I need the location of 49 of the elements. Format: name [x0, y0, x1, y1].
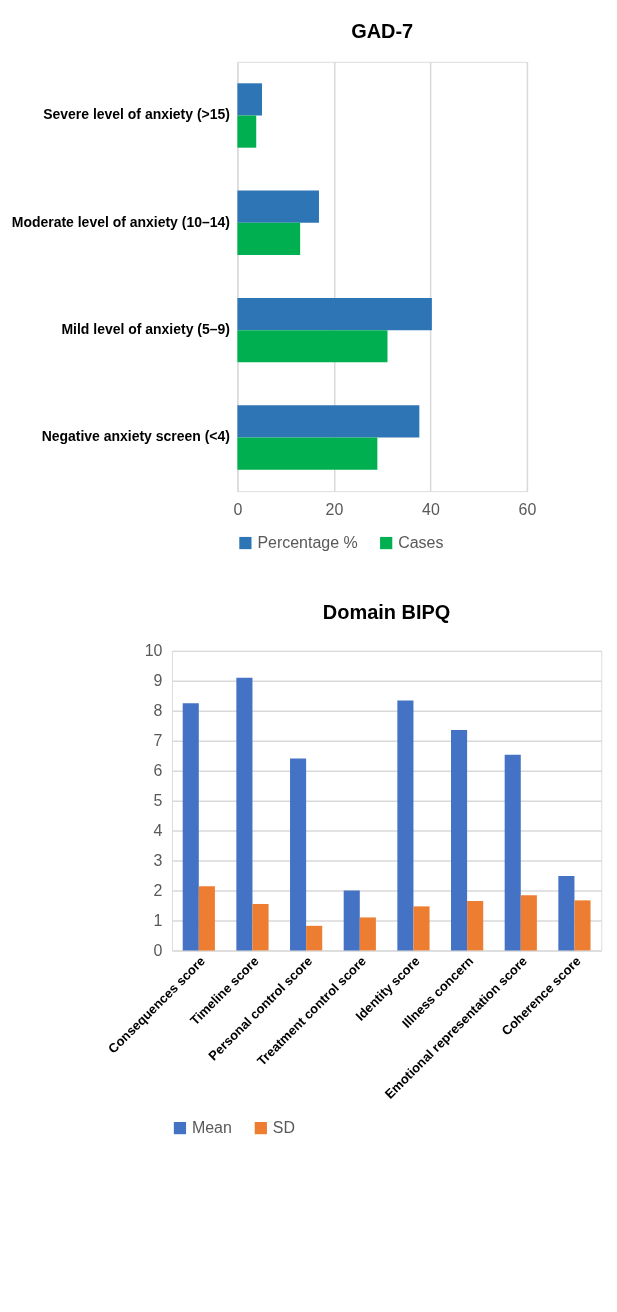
bar [290, 758, 307, 951]
y-tick-label: Severe level of anxiety (>15) [43, 106, 230, 123]
chart-title: GAD-7 [351, 19, 414, 42]
bar [237, 83, 263, 116]
legend-label: Percentage % [257, 534, 358, 552]
y-tick-label: 10 [144, 642, 163, 660]
bar [467, 900, 484, 951]
bar [198, 886, 215, 951]
bar [397, 700, 414, 951]
bar [237, 190, 319, 223]
legend-label: Mean [191, 1119, 232, 1137]
y-tick-label: Moderate level of anxiety (10–14) [11, 213, 230, 230]
bar [520, 895, 537, 951]
bar [451, 729, 468, 951]
bar [558, 876, 575, 951]
bar [182, 703, 199, 951]
y-tick-label: 2 [153, 881, 163, 899]
y-tick-label: 9 [153, 672, 163, 690]
y-tick-label: Negative anxiety screen (<4) [41, 428, 230, 445]
y-tick-label: 6 [153, 762, 163, 780]
y-tick-label: Mild level of anxiety (5–9) [61, 321, 230, 338]
bar [236, 677, 253, 951]
y-tick-label: 7 [153, 732, 163, 750]
x-tick-label: 40 [422, 500, 440, 518]
legend-label: Cases [398, 534, 444, 552]
bar [343, 890, 360, 951]
bar [413, 906, 430, 951]
bar [237, 115, 257, 148]
bar [237, 405, 420, 438]
legend-label: SD [272, 1119, 295, 1137]
y-tick-label: 0 [153, 941, 163, 959]
bar [574, 900, 591, 951]
y-tick-label: 4 [153, 822, 163, 840]
bar [306, 925, 323, 951]
x-tick-label: 20 [325, 500, 344, 518]
x-tick-label: 0 [233, 500, 243, 518]
y-tick-label: 5 [153, 792, 163, 810]
bar [237, 330, 388, 363]
bar [359, 917, 376, 951]
bar [237, 297, 432, 331]
bar [252, 903, 269, 951]
bar [504, 754, 521, 951]
chart-title: Domain BIPQ [322, 600, 451, 623]
x-tick-label: 60 [518, 500, 537, 518]
y-tick-label: 8 [153, 702, 163, 720]
y-tick-label: 3 [153, 852, 163, 870]
bar [237, 222, 301, 256]
y-tick-label: 1 [153, 911, 163, 929]
bar [237, 437, 378, 470]
